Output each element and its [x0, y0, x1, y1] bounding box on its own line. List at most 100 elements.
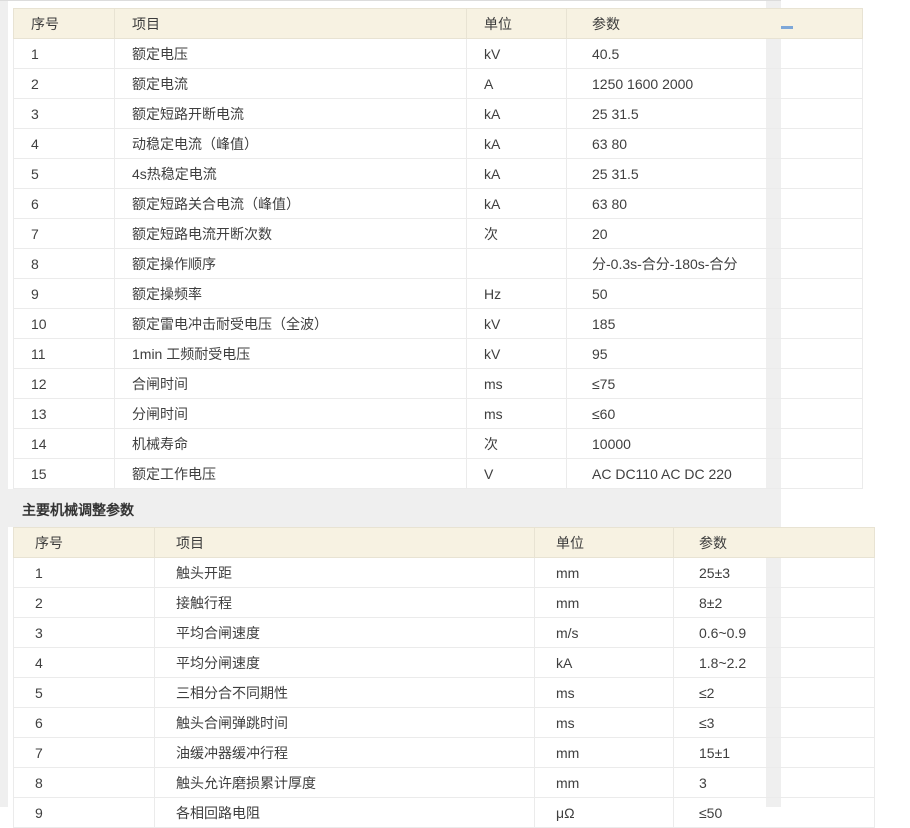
rated-parameters-card: 序号 项目 单位 参数 1 额定电压 kV 40.5 2 额定电流 A 1250 1600 2000 3… — [8, 1, 863, 489]
unit-cell: mm — [534, 557, 674, 588]
row-number-cell: 12 — [13, 368, 115, 399]
item-cell: 额定电压 — [114, 38, 467, 69]
row-number-cell: 6 — [13, 188, 115, 219]
row-number-cell: 10 — [13, 308, 115, 339]
unit-cell: kA — [466, 158, 567, 189]
item-cell: 动稳定电流（峰值） — [114, 128, 467, 159]
value-cell: 10000 — [566, 428, 863, 459]
blue-dash-decoration — [781, 26, 793, 29]
table-row: 3 平均合闸速度 m/s 0.6~0.9 — [13, 617, 875, 648]
row-number-cell: 11 — [13, 338, 115, 369]
item-cell: 三相分合不同期性 — [154, 677, 535, 708]
item-cell: 平均分闸速度 — [154, 647, 535, 678]
item-cell: 额定电流 — [114, 68, 467, 99]
table-row: 6 触头合闸弹跳时间 ms ≤3 — [13, 707, 875, 738]
row-number-cell: 4 — [13, 647, 155, 678]
unit-cell: kA — [534, 647, 674, 678]
table-row: 4 动稳定电流（峰值） kA 63 80 — [13, 128, 863, 159]
value-cell: 50 — [566, 278, 863, 309]
unit-cell: ms — [466, 398, 567, 429]
column-header-value-cell: 参数 — [566, 8, 863, 39]
table-row: 10 额定雷电冲击耐受电压（全波） kV 185 — [13, 308, 863, 339]
unit-cell: kV — [466, 308, 567, 339]
table-row: 9 额定操频率 Hz 50 — [13, 278, 863, 309]
table-row: 15 额定工作电压 V AC DC110 AC DC 220 — [13, 458, 863, 489]
table-row: 3 额定短路开断电流 kA 25 31.5 — [13, 98, 863, 129]
value-cell: 25 31.5 — [566, 98, 863, 129]
table-row: 11 1min 工频耐受电压 kV 95 — [13, 338, 863, 369]
header-row: 序号 项目 单位 参数 — [13, 527, 875, 558]
unit-cell: ms — [534, 707, 674, 738]
unit-cell: V — [466, 458, 567, 489]
item-cell: 额定操作顺序 — [114, 248, 467, 279]
value-cell: 8±2 — [673, 587, 875, 618]
unit-cell: kV — [466, 338, 567, 369]
value-cell: 63 80 — [566, 188, 863, 219]
item-cell: 额定短路电流开断次数 — [114, 218, 467, 249]
item-cell: 油缓冲器缓冲行程 — [154, 737, 535, 768]
table-row: 6 额定短路关合电流（峰值） kA 63 80 — [13, 188, 863, 219]
row-number-cell: 4 — [13, 128, 115, 159]
item-cell: 平均合闸速度 — [154, 617, 535, 648]
unit-cell: A — [466, 68, 567, 99]
row-number-cell: 13 — [13, 398, 115, 429]
column-header-row-number-cell: 序号 — [13, 8, 115, 39]
value-cell: 分-0.3s-合分-180s-合分 — [566, 248, 863, 279]
item-cell: 分闸时间 — [114, 398, 467, 429]
value-cell: 1.8~2.2 — [673, 647, 875, 678]
value-cell: 185 — [566, 308, 863, 339]
value-cell: 95 — [566, 338, 863, 369]
table-row: 2 接触行程 mm 8±2 — [13, 587, 875, 618]
table-row: 9 各相回路电阻 μΩ ≤50 — [13, 797, 875, 828]
unit-cell: mm — [534, 587, 674, 618]
column-header-item-cell: 项目 — [114, 8, 467, 39]
content-column: 序号 项目 单位 参数 1 额定电压 kV 40.5 2 额定电流 A 1250 1600 2000 3… — [0, 0, 875, 828]
column-header-item-cell: 项目 — [154, 527, 535, 558]
row-number-cell: 3 — [13, 98, 115, 129]
value-cell: 20 — [566, 218, 863, 249]
unit-cell: μΩ — [534, 797, 674, 828]
item-cell: 各相回路电阻 — [154, 797, 535, 828]
table-row: 7 额定短路电流开断次数次 20 — [13, 218, 863, 249]
unit-cell: kA — [466, 128, 567, 159]
column-header-row-number-cell: 序号 — [13, 527, 155, 558]
table-row: 5 三相分合不同期性 ms ≤2 — [13, 677, 875, 708]
value-cell: 63 80 — [566, 128, 863, 159]
unit-cell: mm — [534, 767, 674, 798]
value-cell: ≤50 — [673, 797, 875, 828]
row-number-cell: 7 — [13, 737, 155, 768]
table-row: 2 额定电流 A 1250 1600 2000 — [13, 68, 863, 99]
column-header-unit-cell: 单位 — [534, 527, 674, 558]
value-cell: 1250 1600 2000 — [566, 68, 863, 99]
rated-parameters-table: 序号 项目 单位 参数 1 额定电压 kV 40.5 2 额定电流 A 1250 1600 2000 3… — [13, 8, 863, 489]
item-cell: 额定短路开断电流 — [114, 98, 467, 129]
item-cell: 4s热稳定电流 — [114, 158, 467, 189]
mechanical-parameters-table: 序号 项目 单位 参数 1 触头开距 mm 25±3 2 接触行程 mm 8±2 3 平均合闸速度 m/s 0… — [13, 527, 875, 828]
value-cell: 0.6~0.9 — [673, 617, 875, 648]
table-row: 4 平均分闸速度 kA 1.8~2.2 — [13, 647, 875, 678]
item-cell: 额定工作电压 — [114, 458, 467, 489]
item-cell: 机械寿命 — [114, 428, 467, 459]
unit-cell: kA — [466, 188, 567, 219]
row-number-cell: 2 — [13, 587, 155, 618]
item-cell: 合闸时间 — [114, 368, 467, 399]
row-number-cell: 7 — [13, 218, 115, 249]
row-number-cell: 15 — [13, 458, 115, 489]
unit-cell: ms — [466, 368, 567, 399]
row-number-cell: 1 — [13, 557, 155, 588]
value-cell: 3 — [673, 767, 875, 798]
value-cell: ≤3 — [673, 707, 875, 738]
item-cell: 触头合闸弹跳时间 — [154, 707, 535, 738]
header-row: 序号 项目 单位 参数 — [13, 8, 863, 39]
table-row: 13 分闸时间 ms ≤60 — [13, 398, 863, 429]
item-cell: 触头开距 — [154, 557, 535, 588]
unit-cell — [466, 248, 567, 279]
column-header-value-cell: 参数 — [673, 527, 875, 558]
item-cell: 额定短路关合电流（峰值） — [114, 188, 467, 219]
unit-cell: 次 — [466, 218, 567, 249]
row-number-cell: 3 — [13, 617, 155, 648]
value-cell: 15±1 — [673, 737, 875, 768]
value-cell: ≤60 — [566, 398, 863, 429]
unit-cell: ms — [534, 677, 674, 708]
row-number-cell: 8 — [13, 248, 115, 279]
